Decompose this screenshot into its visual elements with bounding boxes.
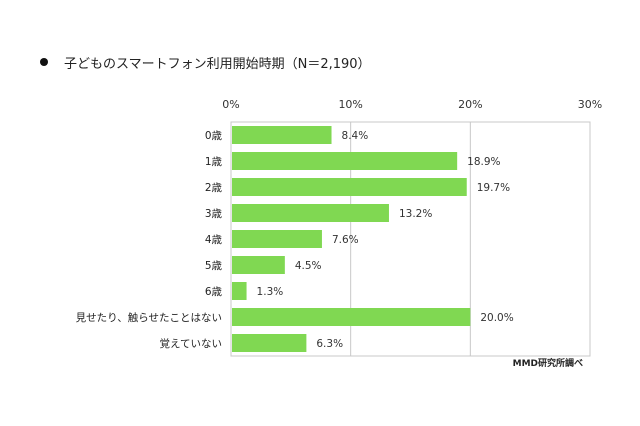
bar [232, 126, 332, 144]
category-label: 5歳 [205, 260, 223, 272]
data-label: 19.7% [477, 182, 510, 194]
data-label: 13.2% [399, 208, 432, 220]
x-tick-label: 30% [578, 98, 602, 111]
chart-title-row: 子どものスマートフォン利用開始時期（N＝2,190） [40, 53, 371, 72]
bar [232, 178, 467, 196]
category-label: 0歳 [205, 130, 223, 142]
bar [232, 334, 307, 352]
bar [232, 152, 458, 170]
category-label: 見せたり、触らせたことはない [76, 311, 222, 324]
category-label: 覚えていない [160, 337, 222, 350]
category-label: 1歳 [205, 156, 223, 168]
data-label: 7.6% [332, 234, 359, 246]
data-label: 4.5% [295, 260, 322, 272]
bar [232, 256, 285, 274]
bullet-icon [40, 58, 48, 66]
x-tick-label: 0% [222, 98, 239, 111]
data-label: 1.3% [257, 286, 284, 298]
bar [232, 308, 471, 326]
source-note: MMD研究所調べ [512, 359, 583, 369]
category-label: 2歳 [205, 182, 223, 194]
plot-frame [230, 121, 591, 357]
bar [232, 282, 247, 300]
data-label: 20.0% [480, 312, 513, 324]
bar [232, 204, 389, 222]
data-label: 8.4% [342, 130, 369, 142]
x-tick-label: 20% [458, 98, 482, 111]
chart-title: 子どものスマートフォン利用開始時期（N＝2,190） [64, 57, 371, 72]
category-label: 6歳 [205, 286, 223, 298]
x-tick-label: 10% [338, 98, 362, 111]
category-label: 4歳 [205, 234, 223, 246]
data-label: 6.3% [316, 338, 343, 350]
bar [232, 230, 322, 248]
category-label: 3歳 [205, 208, 223, 220]
data-label: 18.9% [467, 156, 500, 168]
